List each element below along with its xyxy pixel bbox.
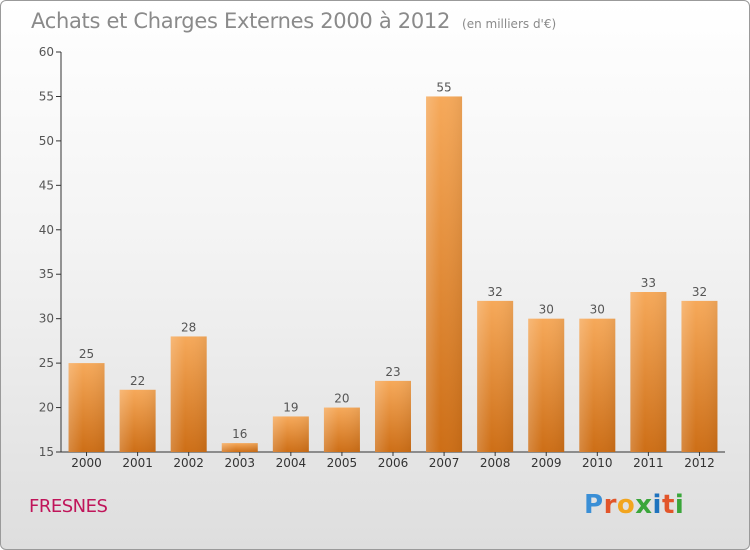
y-tick-label: 15 xyxy=(39,445,54,459)
logo-letter: P xyxy=(584,490,604,520)
bar-shade-2011 xyxy=(630,292,667,452)
value-label-2008: 32 xyxy=(488,285,503,299)
y-tick-label: 20 xyxy=(39,401,54,415)
x-tick-label-2008: 2008 xyxy=(480,456,511,470)
bar-shade-2010 xyxy=(579,318,616,452)
value-label-2012: 32 xyxy=(692,285,707,299)
y-tick-label: 25 xyxy=(39,356,54,370)
bar-shade-2012 xyxy=(681,300,718,452)
logo-letter: i xyxy=(652,490,662,520)
x-tick-label-2004: 2004 xyxy=(276,456,307,470)
x-tick-label-2011: 2011 xyxy=(633,456,664,470)
value-label-2011: 33 xyxy=(641,276,656,290)
chart-title: Achats et Charges Externes 2000 à 2012 (e… xyxy=(31,9,556,33)
bar-shade-2003 xyxy=(221,443,258,452)
bar-shade-2004 xyxy=(272,416,309,452)
x-tick-label-2010: 2010 xyxy=(582,456,613,470)
value-label-2007: 55 xyxy=(436,80,451,94)
logo-letter: i xyxy=(674,490,685,520)
y-tick-label: 35 xyxy=(39,267,54,281)
value-label-2002: 28 xyxy=(181,320,196,334)
title-text: Achats et Charges Externes 2000 à 2012 xyxy=(31,9,451,33)
value-label-2006: 23 xyxy=(385,365,400,379)
bar-shade-2005 xyxy=(323,407,360,452)
bar-shade-2006 xyxy=(375,380,411,452)
value-label-2000: 25 xyxy=(79,347,94,361)
y-tick-label: 30 xyxy=(39,312,54,326)
bar-shade-2009 xyxy=(528,318,565,452)
x-tick-label-2001: 2001 xyxy=(122,456,153,470)
logo-letter: t xyxy=(661,490,675,520)
bar-shade-2001 xyxy=(119,389,156,452)
y-tick-label: 40 xyxy=(39,223,54,237)
value-label-2009: 30 xyxy=(539,303,554,317)
bar-shade-2000 xyxy=(68,363,105,452)
x-tick-label-2005: 2005 xyxy=(327,456,358,470)
bar-shade-2002 xyxy=(170,336,207,452)
x-tick-label-2012: 2012 xyxy=(684,456,715,470)
x-tick-label-2002: 2002 xyxy=(173,456,204,470)
value-label-2004: 19 xyxy=(283,400,298,414)
value-label-2003: 16 xyxy=(232,427,247,441)
proxiti-logo: Proxiti xyxy=(584,490,684,520)
x-tick-label-2007: 2007 xyxy=(429,456,460,470)
title-unit: (en milliers d'€) xyxy=(462,17,557,31)
bar-shade-2008 xyxy=(477,300,514,452)
x-tick-label-2000: 2000 xyxy=(71,456,102,470)
y-tick-label: 45 xyxy=(39,178,54,192)
x-tick-label-2009: 2009 xyxy=(531,456,562,470)
logo-letter: o xyxy=(616,490,636,520)
x-tick-label-2003: 2003 xyxy=(224,456,255,470)
logo-letter: r xyxy=(603,490,617,520)
value-label-2005: 20 xyxy=(334,392,349,406)
x-tick-label-2006: 2006 xyxy=(378,456,409,470)
logo-letter: x xyxy=(635,490,653,520)
y-tick-label: 55 xyxy=(39,89,54,103)
y-tick-label: 50 xyxy=(39,134,54,148)
y-tick-label: 60 xyxy=(39,45,54,59)
value-label-2001: 22 xyxy=(130,374,145,388)
value-label-2010: 30 xyxy=(590,303,605,317)
bar-shade-2007 xyxy=(426,96,463,452)
commune-name: FRESNES xyxy=(29,496,108,517)
